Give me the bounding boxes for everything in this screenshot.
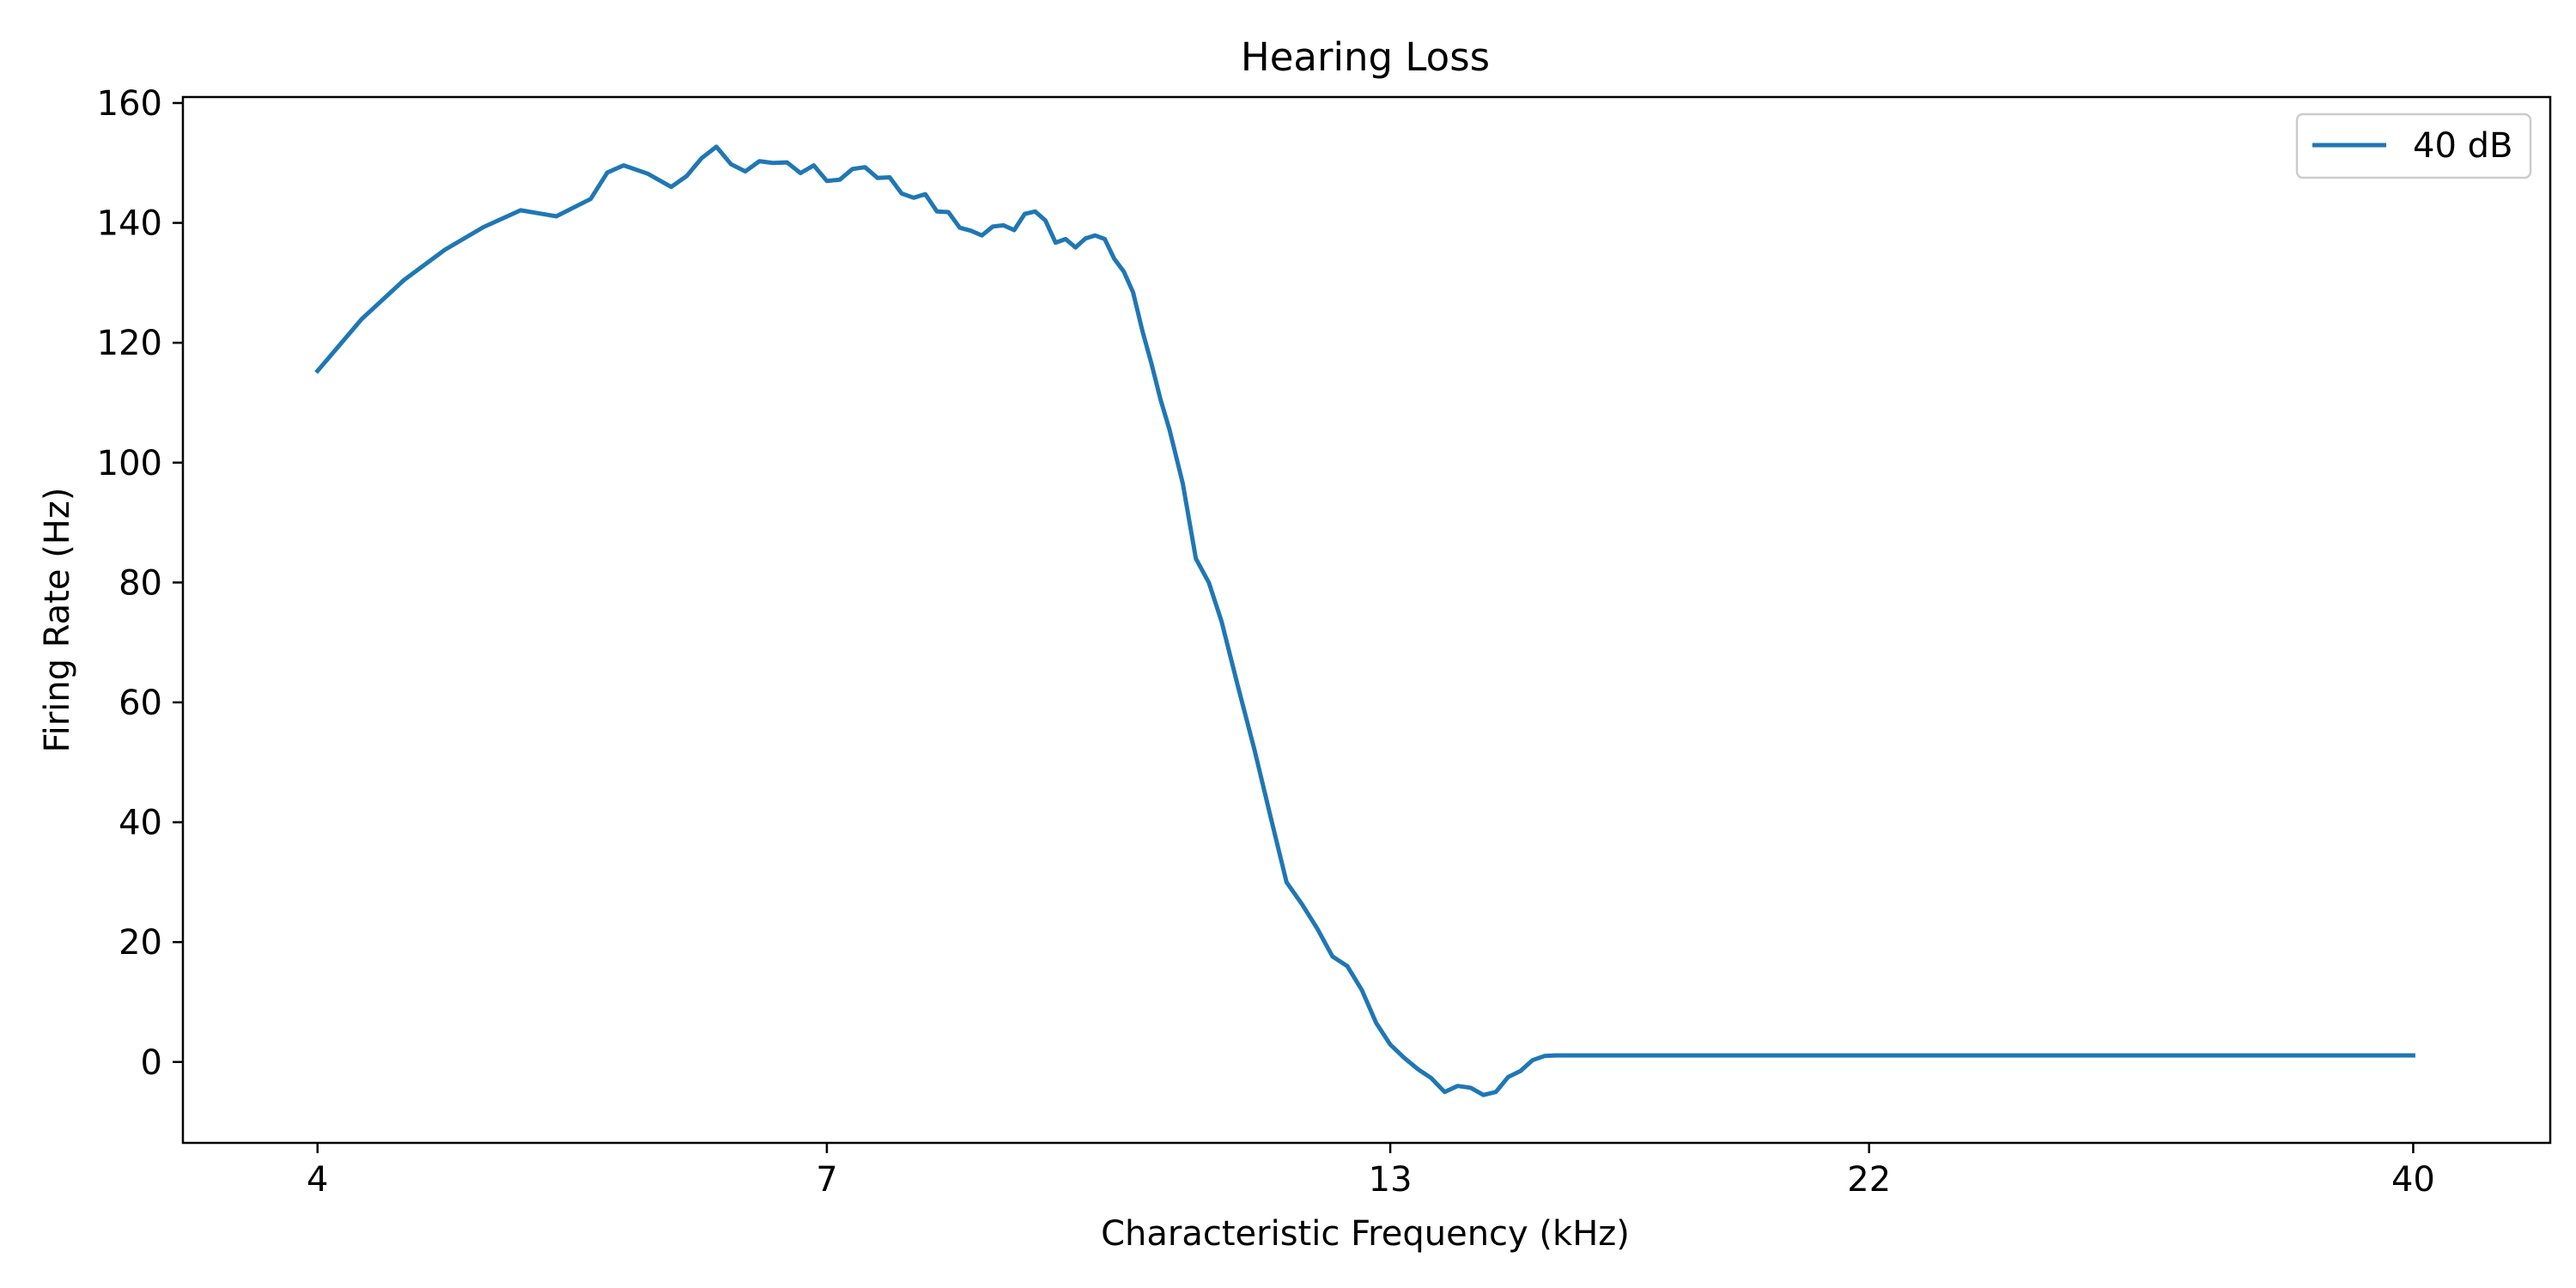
- x-tick-label: 40: [2391, 1160, 2435, 1200]
- chart-title: Hearing Loss: [1241, 34, 1490, 80]
- legend-label-40db: 40 dB: [2413, 126, 2512, 166]
- y-tick-label: 100: [97, 444, 162, 483]
- x-tick-label: 7: [816, 1160, 837, 1200]
- series-layer: [314, 144, 2415, 1097]
- series-line-40db: [314, 144, 2415, 1097]
- axes-frame: [181, 95, 2552, 1145]
- legend: 40 dB: [2295, 112, 2532, 179]
- y-tick-label: 40: [118, 804, 162, 843]
- x-axis-label: Characteristic Frequency (kHz): [1101, 1214, 1630, 1254]
- y-tick-label: 120: [97, 324, 162, 363]
- y-tick-label: 60: [118, 683, 162, 723]
- x-tick-label: 22: [1847, 1160, 1891, 1200]
- plot-background: [183, 97, 2550, 1143]
- x-tick-label: 13: [1369, 1160, 1413, 1200]
- y-axis-label: Firing Rate (Hz): [38, 488, 77, 753]
- y-tick-label: 140: [97, 204, 162, 244]
- y-tick-label: 80: [118, 563, 162, 603]
- y-axis-ticks: 0 20 40 60 80 100 120 140 160: [97, 84, 183, 1083]
- plot-area: [181, 95, 2552, 1145]
- x-tick-label: 4: [307, 1160, 328, 1200]
- y-tick-label: 160: [97, 84, 162, 124]
- legend-box: [2295, 112, 2532, 179]
- y-tick-label: 20: [118, 923, 162, 963]
- y-tick-label: 0: [141, 1043, 162, 1083]
- x-axis-ticks: 4 7 13 22 40: [307, 1143, 2435, 1200]
